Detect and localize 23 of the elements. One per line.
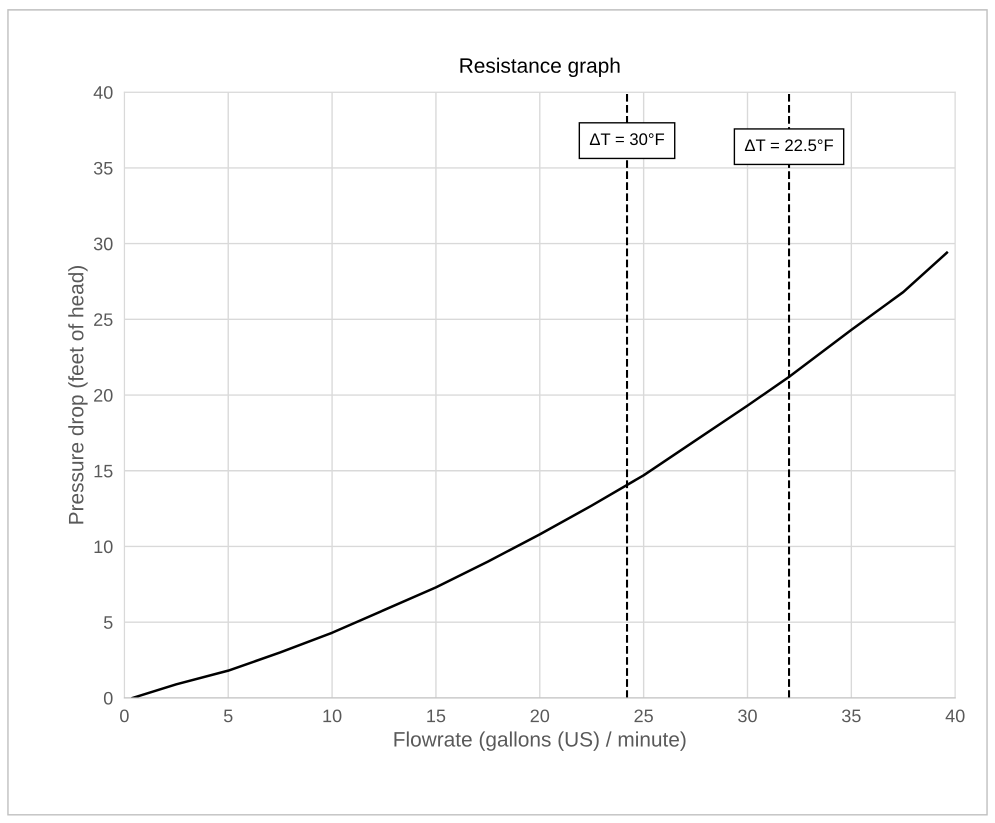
y-tick-label: 40 [94,86,113,99]
x-tick-label: 20 [530,709,550,722]
annotation: ΔT = 30°F [590,133,664,146]
y-tick-label: 35 [94,162,113,175]
y-tick-label: 5 [104,616,113,629]
x-tick-label: 25 [634,709,653,722]
x-tick-label: 5 [224,710,232,722]
y-tick-label: 20 [94,388,113,402]
annotation: ΔT = 22.5°F [744,139,834,152]
x-axis-title: Flowrate (gallons (US) / minute) [394,731,686,751]
y-axis-title: Pressure drop (feet of head) [68,266,88,524]
y-tick-label: 0 [104,692,113,705]
y-tick-label: 15 [94,464,113,478]
x-tick-label: 35 [842,709,861,722]
x-tick-label: 15 [427,710,446,722]
x-tick-label: 0 [120,709,129,722]
y-tick-label: 10 [94,540,113,554]
x-tick-label: 40 [946,709,965,722]
y-tick-label: 30 [94,238,113,250]
chart-title: Resistance graph [460,58,620,78]
y-tick-label: 25 [94,313,113,326]
x-tick-label: 10 [323,709,342,722]
x-tick-label: 30 [738,709,757,722]
